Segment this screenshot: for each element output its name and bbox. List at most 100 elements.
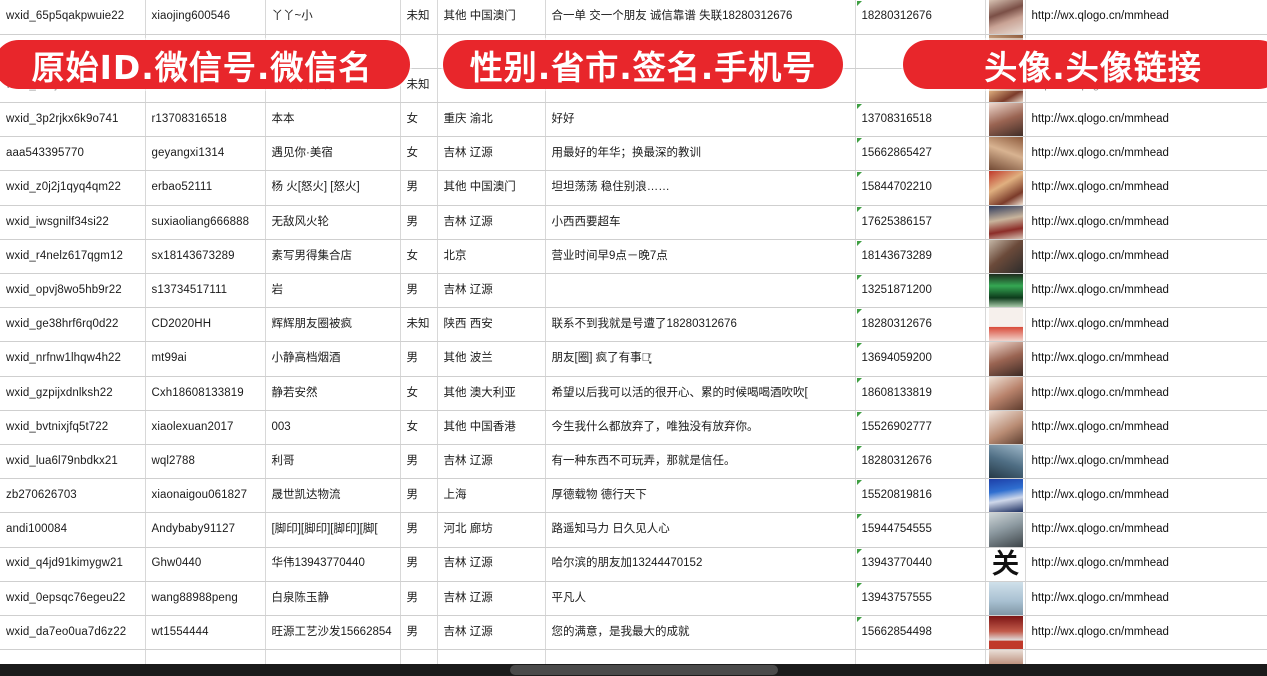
cell-sign[interactable]: 今生我什么都放弃了，唯独没有放弃你。 (545, 410, 856, 445)
table-row[interactable]: wxid_bvtnixjfq5t722 xiaolexuan2017 003 女其他 … (0, 410, 1267, 445)
cell-nick[interactable] (265, 649, 401, 664)
cell-wxid[interactable]: xiaonaigou061827 (145, 478, 266, 514)
cell-avatar[interactable] (985, 649, 1026, 664)
cell-gender[interactable]: 女 (400, 376, 438, 411)
cell-phone[interactable]: 13694059200 (855, 341, 986, 377)
cell-gender[interactable]: 未知 (400, 307, 438, 343)
cell-avatar[interactable] (985, 136, 1026, 172)
cell-avatar[interactable] (985, 341, 1026, 377)
cell-origid[interactable]: wxid_iwsgnilf34si22 (0, 205, 146, 240)
cell-wxid[interactable]: Cxh18608133819 (145, 376, 266, 411)
cell-gender[interactable]: 男 (400, 273, 438, 309)
cell-url[interactable]: http://wx.qlogo.cn/mmhead (1025, 547, 1267, 582)
cell-url[interactable]: http://wx.qlogo.cn/mmhead (1025, 170, 1267, 206)
cell-url[interactable]: http://wx.qlogo.cn/mmhead (1025, 102, 1267, 138)
cell-wxid[interactable] (145, 649, 266, 664)
cell-region[interactable]: 河北 廊坊 (437, 512, 546, 548)
cell-region[interactable]: 其他 波兰 (437, 341, 546, 377)
cell-sign[interactable]: 希望以后我可以活的很开心、累的时候喝喝酒吹吹[ (545, 376, 856, 411)
cell-phone[interactable]: 13251871200 (855, 273, 986, 309)
cell-phone[interactable]: 18143673289 (855, 239, 986, 275)
cell-origid[interactable]: wxid_3p2rjkx6k9o741 (0, 102, 146, 138)
cell-region[interactable]: 吉林 辽源 (437, 273, 546, 309)
cell-avatar[interactable] (985, 376, 1026, 411)
cell-wxid[interactable]: r13708316518 (145, 102, 266, 138)
cell-wxid[interactable]: wt1554444 (145, 615, 266, 651)
cell-phone[interactable] (855, 649, 986, 664)
cell-sign[interactable]: 您的满意，是我最大的成就 (545, 615, 856, 651)
cell-url[interactable]: http://wx.qlogo.cn/mmhead (1025, 615, 1267, 651)
cell-region[interactable]: 其他 中国澳门 (437, 170, 546, 206)
cell-phone[interactable]: 13943757555 (855, 581, 986, 616)
cell-gender[interactable]: 男 (400, 581, 438, 616)
cell-origid[interactable]: zb270626703 (0, 478, 146, 514)
cell-nick[interactable]: 素写男得集合店 (265, 239, 401, 275)
cell-url[interactable]: http://wx.qlogo.cn/mmhead (1025, 205, 1267, 240)
cell-url[interactable]: http://wx.qlogo.cn/mmhead (1025, 478, 1267, 514)
cell-avatar[interactable] (985, 205, 1026, 240)
cell-phone[interactable]: 15944754555 (855, 512, 986, 548)
cell-nick[interactable]: 白泉陈玉静 (265, 581, 401, 616)
cell-region[interactable]: 吉林 辽源 (437, 444, 546, 480)
cell-url[interactable]: http://wx.qlogo.cn/mmhead (1025, 512, 1267, 548)
cell-url[interactable]: http://wx.qlogo.cn/mmhead (1025, 581, 1267, 616)
cell-url[interactable] (1025, 649, 1267, 664)
cell-origid[interactable]: wxid_z0j2j1qyq4qm22 (0, 170, 146, 206)
table-row[interactable]: wxid_da7eo0ua7d6z22 wt1554444 旺源工艺沙发156628… (0, 615, 1267, 651)
cell-origid[interactable]: wxid_bvtnixjfq5t722 (0, 410, 146, 445)
cell-region[interactable]: 上海 (437, 478, 546, 514)
cell-sign[interactable]: 厚德载物 德行天下 (545, 478, 856, 514)
cell-nick[interactable]: 003 (265, 410, 401, 445)
cell-sign[interactable]: 有一种东西不可玩弄，那就是信任。 (545, 444, 856, 480)
cell-wxid[interactable]: mt99ai (145, 341, 266, 377)
cell-gender[interactable]: 未知 (400, 0, 438, 35)
cell-nick[interactable]: 利哥 (265, 444, 401, 480)
cell-url[interactable]: http://wx.qlogo.cn/mmhead (1025, 273, 1267, 309)
cell-phone[interactable]: 18280312676 (855, 0, 986, 35)
cell-sign[interactable]: 哈尔滨的朋友加13244470152 (545, 547, 856, 582)
cell-nick[interactable]: 丫丫~小 (265, 0, 401, 35)
cell-origid[interactable]: wxid_0epsqc76egeu22 (0, 581, 146, 616)
cell-avatar[interactable] (985, 307, 1026, 343)
cell-nick[interactable]: 小静高档烟酒 (265, 341, 401, 377)
cell-url[interactable]: http://wx.qlogo.cn/mmhead (1025, 444, 1267, 480)
cell-wxid[interactable]: CD2020HH (145, 307, 266, 343)
cell-sign[interactable]: 坦坦荡荡 稳住别浪…… (545, 170, 856, 206)
cell-avatar[interactable] (985, 547, 1026, 582)
cell-nick[interactable]: 静若安然 (265, 376, 401, 411)
cell-sign[interactable] (545, 649, 856, 664)
cell-region[interactable]: 陕西 西安 (437, 307, 546, 343)
cell-avatar[interactable] (985, 581, 1026, 616)
cell-wxid[interactable]: Ghw0440 (145, 547, 266, 582)
cell-wxid[interactable]: suxiaoliang666888 (145, 205, 266, 240)
cell-avatar[interactable] (985, 239, 1026, 275)
cell-wxid[interactable]: xiaolexuan2017 (145, 410, 266, 445)
cell-url[interactable]: http://wx.qlogo.cn/mmhead (1025, 376, 1267, 411)
cell-avatar[interactable] (985, 512, 1026, 548)
table-row[interactable]: wxid_opvj8wo5hb9r22 s13734517111 岩男吉林 辽源 13… (0, 273, 1267, 309)
cell-origid[interactable]: wxid_r4nelz617qgm12 (0, 239, 146, 275)
cell-sign[interactable]: 营业时间早9点－晚7点 (545, 239, 856, 275)
cell-avatar[interactable] (985, 410, 1026, 445)
cell-region[interactable]: 北京 (437, 239, 546, 275)
cell-phone[interactable]: 13943770440 (855, 547, 986, 582)
table-row[interactable]: andi100084 Andybaby91127 [脚印][脚印][脚印][脚[男河… (0, 512, 1267, 548)
cell-wxid[interactable]: geyangxi1314 (145, 136, 266, 172)
cell-sign[interactable] (545, 273, 856, 309)
cell-nick[interactable]: 晟世凯达物流 (265, 478, 401, 514)
cell-url[interactable]: http://wx.qlogo.cn/mmhead (1025, 239, 1267, 275)
cell-gender[interactable]: 女 (400, 410, 438, 445)
cell-avatar[interactable] (985, 444, 1026, 480)
cell-phone[interactable]: 17625386157 (855, 205, 986, 240)
cell-phone[interactable]: 15844702210 (855, 170, 986, 206)
cell-region[interactable]: 吉林 辽源 (437, 547, 546, 582)
table-row[interactable]: wxid_3p2rjkx6k9o741 r13708316518 本本女重庆 渝北好… (0, 102, 1267, 138)
cell-region[interactable]: 其他 中国香港 (437, 410, 546, 445)
cell-avatar[interactable] (985, 615, 1026, 651)
cell-wxid[interactable]: s13734517111 (145, 273, 266, 309)
table-row[interactable]: wxid_iwsgnilf34si22 suxiaoliang666888 无敌风火… (0, 205, 1267, 240)
cell-nick[interactable]: 本本 (265, 102, 401, 138)
cell-nick[interactable]: 辉辉朋友圈被疯 (265, 307, 401, 343)
cell-origid[interactable]: andi100084 (0, 512, 146, 548)
cell-url[interactable]: http://wx.qlogo.cn/mmhead (1025, 0, 1267, 35)
